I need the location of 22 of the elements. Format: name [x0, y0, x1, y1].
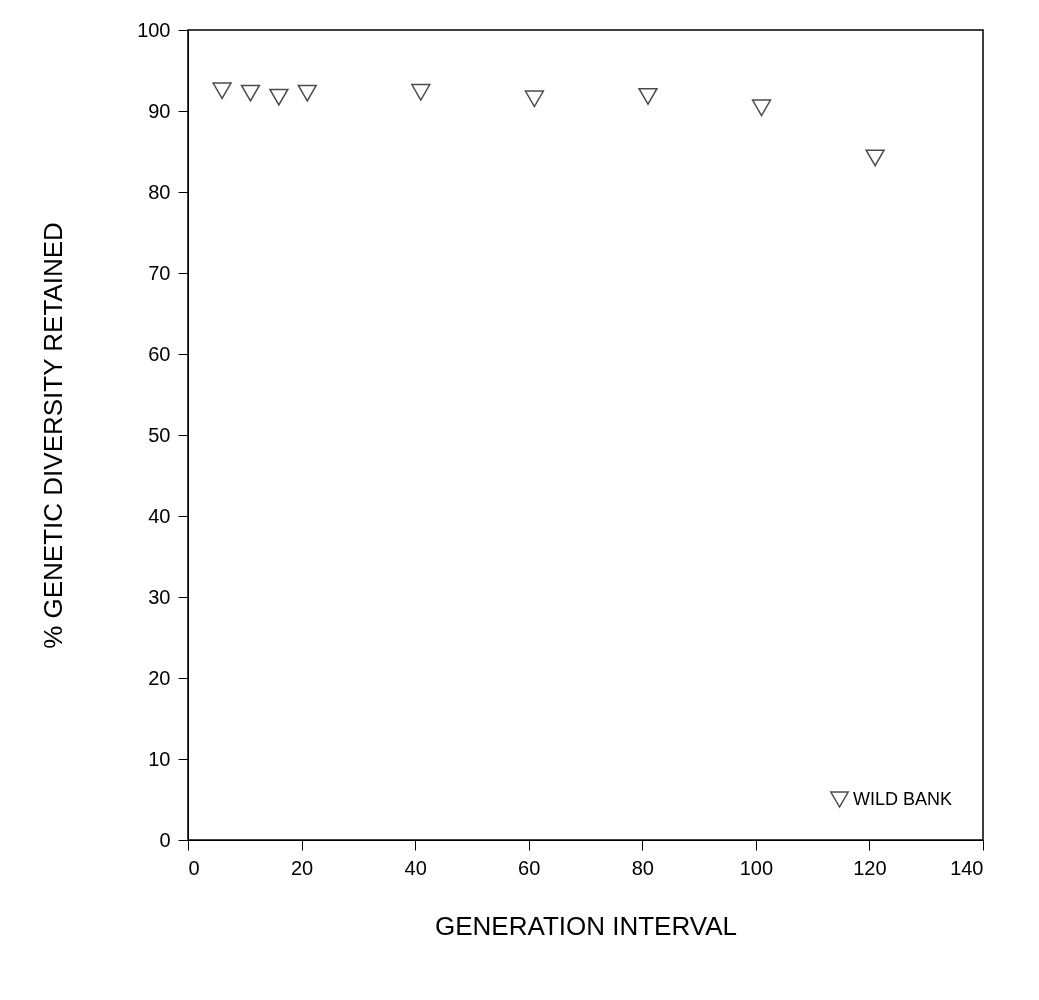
x-tick-label: 60: [518, 856, 541, 879]
y-tick-label: 100: [137, 18, 171, 41]
x-tick-label: 0: [188, 856, 200, 879]
x-tick-label: 120: [853, 856, 887, 879]
y-tick-label: 90: [148, 99, 171, 122]
x-tick-label: 20: [290, 856, 314, 879]
y-tick-label: 70: [148, 261, 171, 284]
y-axis-title: % GENETIC DIVERSITY RETAINED: [38, 222, 69, 649]
y-tick-label: 60: [148, 342, 171, 365]
y-tick-label: 10: [148, 747, 171, 770]
x-tick-label: 40: [404, 856, 427, 879]
y-tick-label: 30: [148, 585, 171, 608]
y-tick-label: 0: [159, 828, 171, 851]
y-tick-label: 20: [148, 666, 171, 689]
x-tick-label: 80: [631, 856, 654, 879]
legend-label: WILD BANK: [853, 788, 953, 809]
x-tick-label: 100: [739, 856, 774, 879]
x-axis-title: GENERATION INTERVAL: [435, 910, 737, 941]
x-tick-label: 140: [950, 856, 984, 879]
y-tick-label: 50: [148, 423, 171, 446]
y-tick-label: 80: [148, 180, 171, 203]
y-tick-label: 40: [148, 504, 171, 527]
